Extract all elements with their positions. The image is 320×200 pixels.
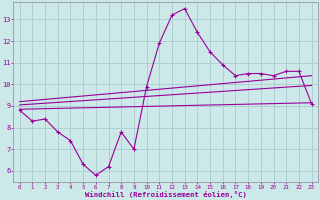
X-axis label: Windchill (Refroidissement éolien,°C): Windchill (Refroidissement éolien,°C) <box>85 191 247 198</box>
